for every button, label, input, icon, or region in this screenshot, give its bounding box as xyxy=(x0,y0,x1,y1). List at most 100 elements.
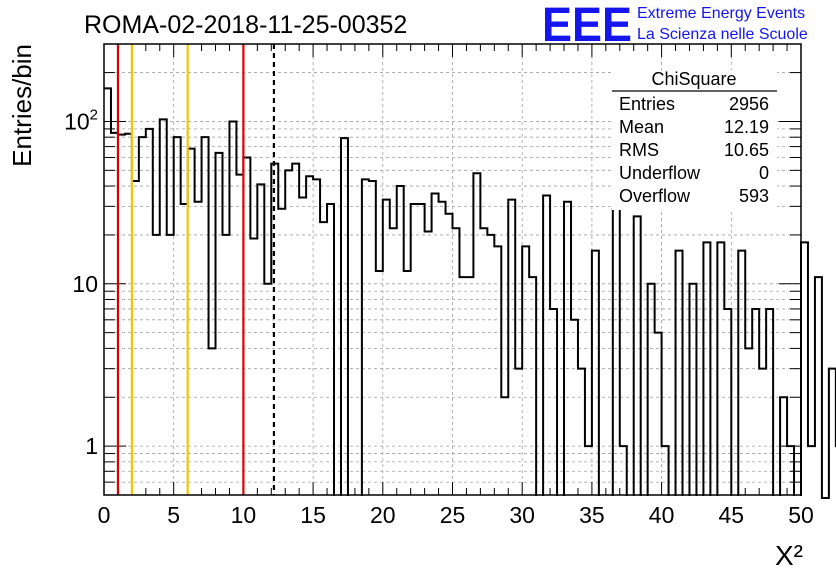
x-tick-label: 35 xyxy=(579,502,605,528)
x-tick-label: 25 xyxy=(440,502,466,528)
histogram-bin xyxy=(676,251,683,495)
x-tick-label: 20 xyxy=(370,502,396,528)
histogram-bin xyxy=(278,209,285,495)
plot-frame xyxy=(103,43,802,496)
histogram-bin xyxy=(550,309,557,495)
x-tick-label: 45 xyxy=(719,502,745,528)
histogram-bin xyxy=(494,246,501,495)
stats-row-label: Overflow xyxy=(619,186,691,206)
stats-row-label: Mean xyxy=(619,117,664,137)
histogram-bin xyxy=(250,239,257,495)
x-tick-label: 15 xyxy=(300,502,326,528)
y-tick-labels: 1 10 102 xyxy=(64,106,98,459)
histogram-bin xyxy=(313,179,320,495)
histogram-bin xyxy=(160,119,167,495)
histogram-bin xyxy=(299,198,306,495)
x-tick-label: 30 xyxy=(509,502,535,528)
histogram-bin xyxy=(564,202,571,495)
histogram-bin xyxy=(320,222,327,495)
histogram-bin xyxy=(418,204,425,495)
histogram-bin xyxy=(459,277,466,495)
histogram-bin xyxy=(724,309,731,495)
histogram-bin xyxy=(738,251,745,495)
histogram-bin xyxy=(473,173,480,495)
stats-row-value: 12.19 xyxy=(724,117,769,137)
eee-logo-line2: La Scienza nelle Scuole xyxy=(637,26,808,43)
histogram-bin xyxy=(787,446,794,495)
histogram-bin xyxy=(766,309,773,495)
histogram-outline xyxy=(104,87,836,499)
histogram-bin xyxy=(285,170,292,495)
histogram-bin xyxy=(571,320,578,495)
histogram-bin xyxy=(404,271,411,495)
eee-logo-line1: Extreme Energy Events xyxy=(637,5,805,22)
histogram-bin xyxy=(257,184,264,495)
y-axis-label: Entries/bin xyxy=(7,44,37,167)
histogram-bin xyxy=(585,446,592,495)
histogram-bin xyxy=(216,153,223,495)
axis-mask xyxy=(102,496,803,504)
histogram-bin xyxy=(508,200,515,495)
y-tick-label: 10 xyxy=(72,271,98,297)
histogram-bin xyxy=(453,228,460,495)
histogram-bin xyxy=(341,138,348,495)
histogram-bin xyxy=(801,242,808,495)
histogram-bin xyxy=(411,204,418,495)
y-tick-label: 102 xyxy=(64,106,98,134)
stats-box: ChiSquare Entries 2956 Mean 12.19 RMS 10.65 Un… xyxy=(612,69,777,210)
histogram-bin xyxy=(808,446,815,495)
histogram-bin xyxy=(327,204,334,495)
histogram-bin xyxy=(146,129,153,495)
histogram-bins xyxy=(102,87,836,504)
histogram-bin xyxy=(634,216,641,495)
histogram-bin xyxy=(620,446,627,495)
stats-row-value: 10.65 xyxy=(724,140,769,160)
histogram-bin xyxy=(153,235,160,495)
histogram-bin xyxy=(543,195,550,495)
histogram-bin xyxy=(229,121,236,495)
histogram-bin xyxy=(480,228,487,495)
histogram-bin xyxy=(592,251,599,495)
histogram-bin xyxy=(104,88,111,495)
histogram-bin xyxy=(369,181,376,495)
x-tick-label: 10 xyxy=(231,502,257,528)
histogram-bin xyxy=(390,228,397,495)
histogram-bin xyxy=(759,369,766,495)
stats-row-label: RMS xyxy=(619,140,659,160)
histogram-bin xyxy=(174,137,181,495)
histogram-bin xyxy=(376,271,383,495)
histogram-bin xyxy=(752,309,759,495)
eee-logo: EEE Extreme Energy Events La Scienza nel… xyxy=(542,0,808,52)
histogram-bin xyxy=(439,202,446,495)
histogram-bin xyxy=(515,369,522,495)
histogram-bin xyxy=(501,397,508,495)
histogram-bin xyxy=(306,176,313,495)
stats-row-value: 2956 xyxy=(729,94,769,114)
histogram-bin xyxy=(689,284,696,495)
histogram-bin xyxy=(195,202,202,495)
stats-box-title: ChiSquare xyxy=(651,69,736,89)
histogram-bin xyxy=(717,242,724,495)
histogram-bin xyxy=(815,277,822,495)
histogram-bin xyxy=(703,242,710,495)
grid xyxy=(104,43,801,496)
stats-row-value: 593 xyxy=(739,186,769,206)
stats-row-value: 0 xyxy=(759,163,769,183)
histogram-bin xyxy=(271,164,278,495)
histogram-bin xyxy=(466,277,473,495)
stats-box-background xyxy=(612,70,777,210)
histogram-bin xyxy=(745,348,752,495)
histogram-bin xyxy=(487,235,494,495)
histogram-bin xyxy=(292,164,299,495)
histogram-bin xyxy=(383,200,390,495)
x-tick-labels: 0 5 10 15 20 25 30 35 40 45 50 xyxy=(98,502,814,528)
stats-row-label: Entries xyxy=(619,94,675,114)
histogram-bin xyxy=(780,397,787,495)
histogram-bin xyxy=(662,446,669,495)
x-tick-label: 50 xyxy=(788,502,814,528)
histogram-bin xyxy=(829,369,836,495)
histogram-bin xyxy=(209,348,216,495)
histogram-bin xyxy=(613,209,620,495)
histogram-bin xyxy=(202,137,209,495)
